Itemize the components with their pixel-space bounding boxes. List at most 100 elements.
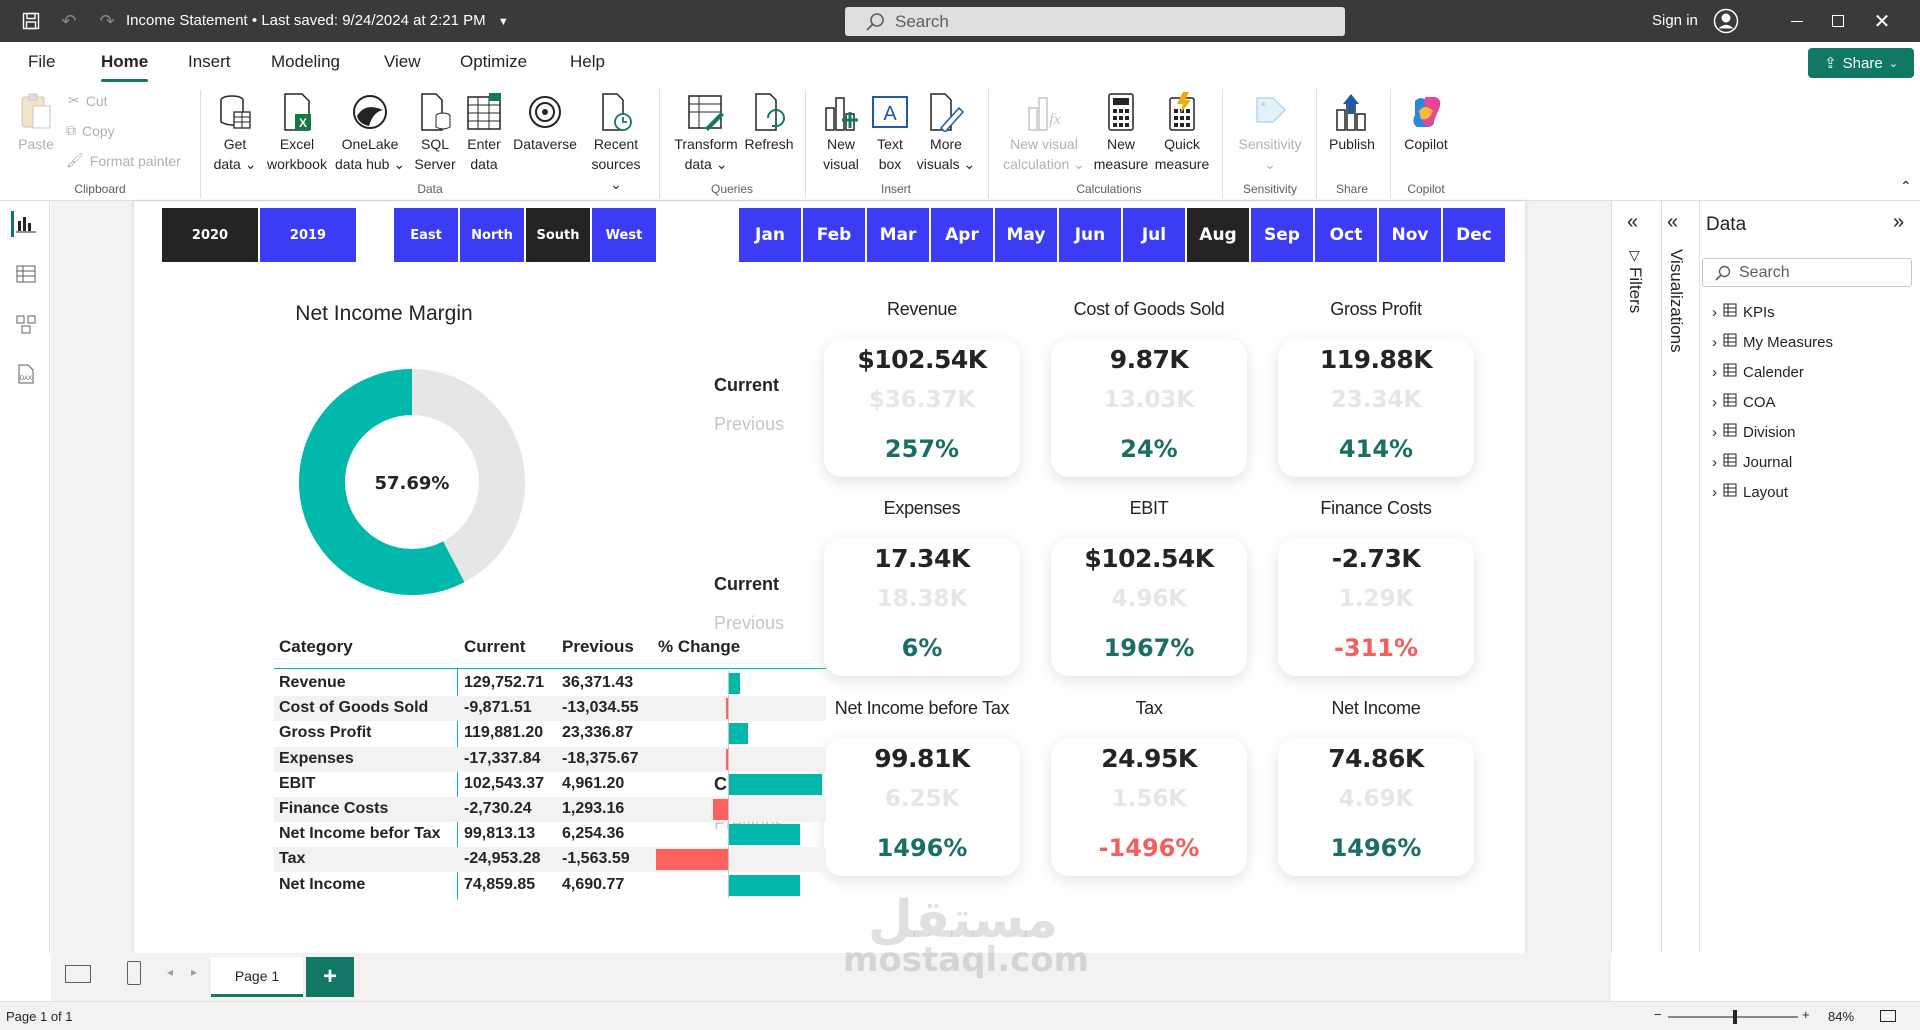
sensitivity-button[interactable]: Sensitivity ⌄ — [1230, 90, 1310, 174]
dax-query-view-icon[interactable]: DAX — [13, 361, 39, 387]
onelake-data-hub-button[interactable]: OneLake data hub ⌄ — [332, 90, 408, 174]
desktop-layout-icon[interactable] — [65, 965, 91, 983]
kpi-card[interactable]: 9.87K 13.03K 24% — [1051, 339, 1247, 477]
save-icon[interactable] — [18, 0, 44, 42]
recent-sources-button[interactable]: Recent sources ⌄ — [584, 90, 648, 194]
table-row[interactable]: Tax -24,953.28 -1,563.59 — [274, 847, 826, 873]
kpi-card[interactable]: 24.95K 1.56K -1496% — [1051, 738, 1247, 876]
table-row[interactable]: Net Income 74,859.85 4,690.77 — [274, 873, 826, 898]
report-view-icon[interactable] — [11, 211, 37, 237]
zoom-in-icon[interactable]: + — [1802, 1007, 1810, 1022]
month-aug-button[interactable]: Aug — [1187, 208, 1249, 262]
new-measure-button[interactable]: New measure — [1090, 90, 1152, 174]
data-table-calender[interactable]: › Calender — [1712, 363, 1804, 381]
collapse-visualizations-icon[interactable]: « — [1667, 211, 1679, 233]
global-search-input[interactable]: Search — [845, 7, 1345, 36]
filters-pane-tab[interactable]: Filters — [1626, 267, 1645, 314]
menu-optimize[interactable]: Optimize — [460, 52, 528, 71]
model-view-icon[interactable] — [13, 311, 39, 337]
table-header-3[interactable]: % Change — [658, 637, 741, 656]
fit-to-page-icon[interactable] — [1880, 1010, 1896, 1022]
month-sep-button[interactable]: Sep — [1251, 208, 1313, 262]
menu-home[interactable]: Home — [101, 42, 149, 84]
enter-data-button[interactable]: Enter data — [462, 90, 506, 174]
kpi-card[interactable]: $102.54K 4.96K 1967% — [1051, 538, 1247, 676]
zoom-thumb[interactable] — [1733, 1010, 1737, 1024]
add-page-button[interactable]: + — [306, 957, 354, 997]
region-north-button[interactable]: North — [460, 208, 524, 262]
data-table-layout[interactable]: › Layout — [1712, 483, 1788, 501]
paste-button[interactable]: Paste — [14, 90, 58, 154]
month-jul-button[interactable]: Jul — [1123, 208, 1185, 262]
text-box-button[interactable]: A Text box — [868, 90, 912, 174]
year-2019-button[interactable]: 2019 — [260, 208, 356, 262]
zoom-slider[interactable] — [1668, 1010, 1798, 1024]
kpi-card[interactable]: $102.54K $36.37K 257% — [824, 339, 1020, 477]
zoom-out-icon[interactable]: − — [1654, 1007, 1662, 1022]
transform-data-button[interactable]: Transform data ⌄ — [668, 90, 744, 174]
prev-page-icon[interactable]: ◂ — [167, 965, 174, 979]
region-south-button[interactable]: South — [526, 208, 590, 262]
month-apr-button[interactable]: Apr — [931, 208, 993, 262]
data-table-coa[interactable]: › COA — [1712, 393, 1776, 411]
net-income-margin-donut[interactable]: 57.69% — [294, 364, 530, 600]
account-icon[interactable] — [1711, 0, 1741, 42]
table-row[interactable]: Gross Profit 119,881.20 23,336.87 — [274, 721, 826, 746]
mobile-layout-icon[interactable] — [127, 961, 141, 985]
cut-button[interactable]: ✂ Cut — [68, 92, 108, 109]
region-east-button[interactable]: East — [394, 208, 458, 262]
more-visuals-button[interactable]: More visuals ⌄ — [914, 90, 978, 174]
close-icon[interactable]: ✕ — [1873, 10, 1891, 33]
new-visual-calculation-button[interactable]: fx New visual calculation ⌄ — [996, 90, 1092, 174]
collapse-filters-icon[interactable]: « — [1627, 211, 1639, 233]
month-nov-button[interactable]: Nov — [1379, 208, 1441, 262]
month-jun-button[interactable]: Jun — [1059, 208, 1121, 262]
visualizations-pane-tab[interactable]: Visualizations — [1667, 249, 1686, 353]
menu-view[interactable]: View — [384, 52, 421, 71]
year-2020-button[interactable]: 2020 — [162, 208, 258, 262]
data-search-input[interactable]: Search — [1702, 258, 1912, 287]
copilot-button[interactable]: Copilot — [1396, 90, 1456, 154]
expand-data-icon[interactable]: » — [1893, 211, 1905, 233]
table-row[interactable]: EBIT 102,543.37 4,961.20 — [274, 772, 826, 797]
kpi-card[interactable]: 74.86K 4.69K 1496% — [1278, 738, 1474, 876]
month-may-button[interactable]: May — [995, 208, 1057, 262]
table-row[interactable]: Cost of Goods Sold -9,871.51 -13,034.55 — [274, 696, 826, 722]
table-header-2[interactable]: Previous — [562, 637, 634, 656]
table-row[interactable]: Finance Costs -2,730.24 1,293.16 — [274, 797, 826, 822]
month-dec-button[interactable]: Dec — [1443, 208, 1505, 262]
table-row[interactable]: Expenses -17,337.84 -18,375.67 — [274, 746, 826, 772]
redo-icon[interactable]: ↷ — [99, 10, 115, 31]
table-row[interactable]: Net Income befor Tax 99,813.13 6,254.36 — [274, 822, 826, 847]
data-table-my-measures[interactable]: › My Measures — [1712, 333, 1833, 351]
format-painter-button[interactable]: 🖌 Format painter — [66, 152, 181, 169]
next-page-icon[interactable]: ▸ — [191, 965, 198, 979]
sign-in-button[interactable]: Sign in — [1652, 0, 1698, 42]
maximize-icon[interactable] — [1823, 0, 1853, 42]
collapse-ribbon-icon[interactable]: ⌃ — [1900, 178, 1912, 194]
kpi-card[interactable]: -2.73K 1.29K -311% — [1278, 538, 1474, 676]
table-view-icon[interactable] — [13, 261, 39, 287]
share-button[interactable]: ⇪ Share ⌄ — [1808, 48, 1914, 78]
table-header-0[interactable]: Category — [279, 637, 353, 656]
menu-insert[interactable]: Insert — [188, 52, 231, 71]
copy-button[interactable]: ⧉ Copy — [66, 122, 115, 139]
get-data-button[interactable]: Get data ⌄ — [210, 90, 260, 174]
data-table-kpis[interactable]: › KPIs — [1712, 303, 1775, 321]
refresh-button[interactable]: Refresh — [742, 90, 796, 154]
publish-button[interactable]: Publish — [1322, 90, 1382, 154]
sql-server-button[interactable]: SQL Server — [410, 90, 460, 174]
menu-help[interactable]: Help — [570, 52, 605, 71]
kpi-card[interactable]: 99.81K 6.25K 1496% — [824, 738, 1020, 876]
kpi-card[interactable]: 17.34K 18.38K 6% — [824, 538, 1020, 676]
month-feb-button[interactable]: Feb — [803, 208, 865, 262]
data-table-division[interactable]: › Division — [1712, 423, 1796, 441]
region-west-button[interactable]: West — [592, 208, 656, 262]
table-row[interactable]: Revenue 129,752.71 36,371.43 — [274, 671, 826, 696]
month-oct-button[interactable]: Oct — [1315, 208, 1377, 262]
minimize-icon[interactable] — [1782, 0, 1812, 42]
table-header-1[interactable]: Current — [464, 637, 526, 656]
page-tab-1[interactable]: Page 1 — [211, 957, 303, 997]
excel-workbook-button[interactable]: X Excel workbook — [262, 90, 332, 174]
data-table-journal[interactable]: › Journal — [1712, 453, 1792, 471]
